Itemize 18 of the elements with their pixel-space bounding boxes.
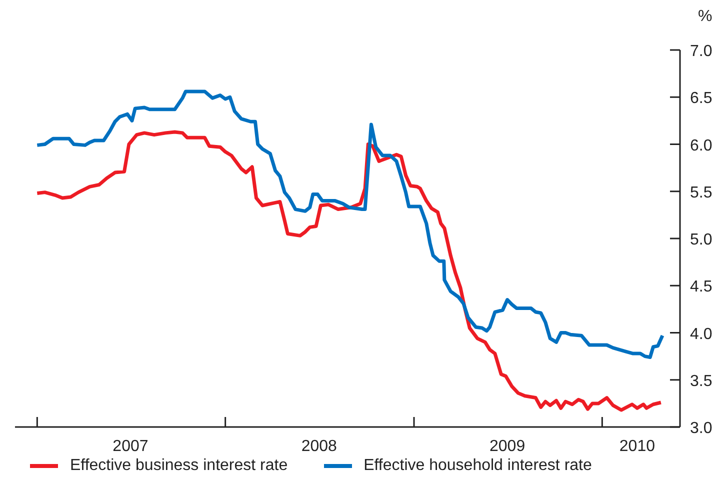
x-tick-label: 2008 xyxy=(301,438,338,455)
y-tick-label: 4.5 xyxy=(690,278,712,296)
legend-label: Effective business interest rate xyxy=(70,457,288,475)
x-tick-label: 2007 xyxy=(112,438,148,455)
y-axis-title: % xyxy=(698,8,712,26)
legend-label: Effective household interest rate xyxy=(364,457,592,475)
y-tick-label: 5.0 xyxy=(690,232,712,248)
y-tick-label: 5.5 xyxy=(690,184,712,202)
line-series xyxy=(35,90,664,360)
y-tick-label: 7.0 xyxy=(690,43,712,60)
x-tick-label: 2009 xyxy=(490,438,526,455)
y-tick-label: 3.0 xyxy=(690,420,712,437)
y-tick-label: 4.0 xyxy=(690,326,712,343)
y-tick-label: 6.0 xyxy=(690,137,712,154)
y-tick-label: 3.5 xyxy=(690,372,712,390)
line-series xyxy=(35,130,663,412)
x-tick-label: 2010 xyxy=(619,438,656,455)
y-tick-label: 6.5 xyxy=(690,90,712,108)
